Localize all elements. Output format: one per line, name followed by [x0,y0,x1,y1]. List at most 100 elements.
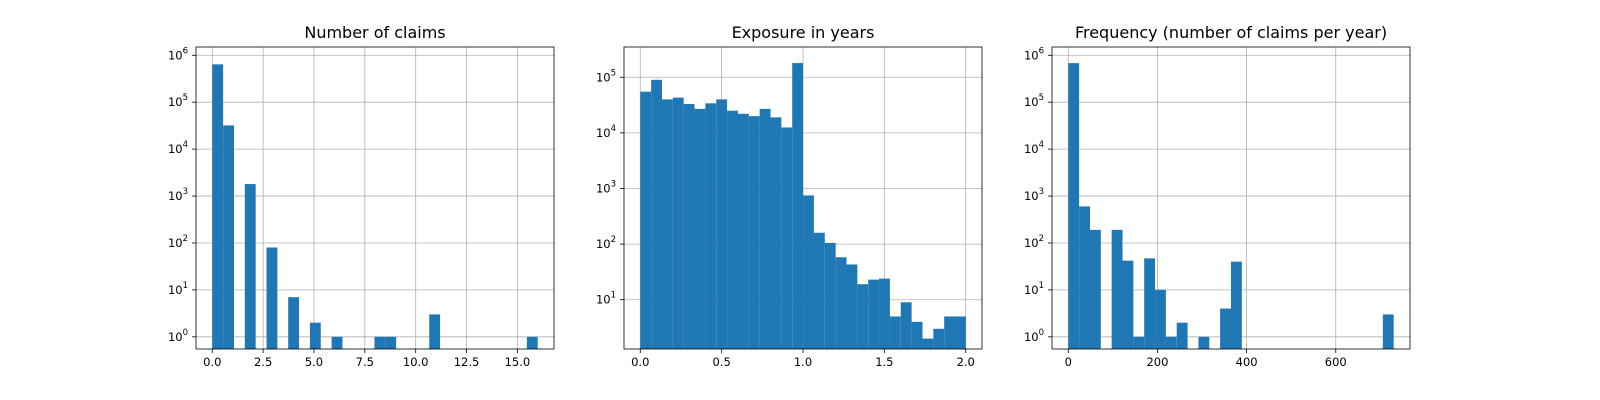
y-tick-label: 102 [1024,234,1044,250]
y-tick-label: 103 [596,179,616,195]
histogram-bar [737,113,749,349]
histogram-bar [661,99,673,349]
histogram-bar [1176,322,1188,349]
panel-exposure-in-years: 0.0 0.5 1.0 1.5 2.0 101 102 103 104 105 Exposure … [596,23,983,369]
histogram-bar [683,104,695,350]
panel-0-ticks: 0.0 2.5 5.0 7.5 10.0 12.5 15.0 100 101 102 103 104 1… [168,46,530,369]
y-tick-label: 105 [1024,93,1044,109]
x-tick-label: 7.5 [356,355,374,369]
panel-2-ticks: 0 200 400 600 100 101 102 103 104 105 106 [1024,46,1347,369]
histogram-bar [748,116,760,349]
histogram-bar [889,316,901,349]
y-tick-label: 104 [168,140,188,156]
histogram-bar [879,278,890,349]
histogram-bar [705,103,717,349]
histogram-bar [331,336,343,349]
histogram-bar [266,247,278,349]
histogram-bar [792,63,804,350]
histogram-bar [1122,260,1134,349]
histogram-bar [385,336,397,349]
panel-0-grid [196,47,554,349]
panel-2-bars [1068,63,1394,350]
histogram-bar [694,108,706,349]
histogram-bar [911,321,923,349]
y-tick-label: 103 [168,187,188,203]
y-tick-label: 105 [168,93,188,109]
x-tick-label: 1.0 [794,355,812,369]
histogram-bar [824,242,836,349]
x-tick-label: 1.5 [875,355,893,369]
panel-2-title: Frequency (number of claims per year) [1075,23,1387,42]
histogram-bar [781,127,793,350]
histogram-bar [1089,229,1101,349]
y-tick-label: 100 [168,328,188,344]
histogram-bar [955,316,966,349]
histogram-bar [835,257,847,349]
histogram-bar [1144,258,1156,349]
histogram-bar [727,110,738,349]
histogram-bar [1133,336,1145,349]
panel-1-frame [623,46,983,350]
y-tick-label: 103 [1024,187,1044,203]
histogram-bar [1155,289,1166,349]
histogram-bar [672,97,684,349]
x-tick-label: 5.0 [305,355,323,369]
histogram-bar [922,338,934,349]
y-tick-label: 104 [596,124,616,140]
histogram-bar [1165,336,1177,349]
x-tick-label: 10.0 [403,355,429,369]
histogram-bar [846,264,858,349]
x-tick-label: 400 [1236,355,1258,369]
x-tick-label: 200 [1146,355,1168,369]
histogram-bar [1079,206,1090,349]
histogram-bar [1220,308,1231,349]
histogram-bar [944,316,956,349]
histogram-bar [223,125,234,349]
histogram-bar [651,79,662,350]
histogram-bar [640,91,652,349]
y-tick-label: 102 [596,235,616,251]
y-tick-label: 101 [168,281,188,297]
histogram-bar [526,336,538,349]
histogram-bar [933,328,945,349]
y-tick-label: 105 [596,68,616,84]
histogram-bar [374,336,386,349]
histogram-bar [1111,229,1123,349]
x-tick-label: 600 [1325,355,1347,369]
histogram-bar [1382,314,1394,349]
x-tick-label: 2.0 [957,355,975,369]
panel-number-of-claims: 0.0 2.5 5.0 7.5 10.0 12.5 15.0 100 101 102 103 104 1… [168,23,555,369]
histogram-bar [288,297,300,349]
panel-1-ticks: 0.0 0.5 1.0 1.5 2.0 101 102 103 104 105 [596,68,975,369]
histogram-bar [309,322,321,349]
histogram-bar [900,302,912,349]
histogram-bar [1230,261,1242,349]
histogram-bar [813,232,825,349]
y-tick-label: 106 [168,46,188,62]
y-tick-label: 101 [1024,281,1044,297]
panel-1-bars [640,63,966,350]
histogram-bar [868,279,880,349]
panel-0-bars [212,64,538,350]
panel-frequency: 0 200 400 600 100 101 102 103 104 105 106 Frequenc… [1024,23,1411,369]
histogram-bar [429,314,441,349]
x-tick-label: 0.0 [631,355,649,369]
histogram-bar [244,184,256,349]
y-tick-label: 100 [1024,328,1044,344]
panel-0-title: Number of claims [304,23,445,42]
y-tick-label: 102 [168,234,188,250]
panel-1-title: Exposure in years [732,23,875,42]
histogram-bar [803,195,814,349]
y-tick-label: 106 [1024,46,1044,62]
x-tick-label: 0.0 [203,355,221,369]
histogram-bar [212,64,224,350]
x-tick-label: 15.0 [505,355,531,369]
x-tick-label: 12.5 [454,355,480,369]
x-tick-label: 2.5 [254,355,272,369]
y-tick-label: 101 [596,291,616,307]
histogram-bar [770,117,782,349]
panel-2-frame [1051,46,1411,350]
y-tick-label: 104 [1024,140,1044,156]
histogram-bar [1068,63,1080,350]
